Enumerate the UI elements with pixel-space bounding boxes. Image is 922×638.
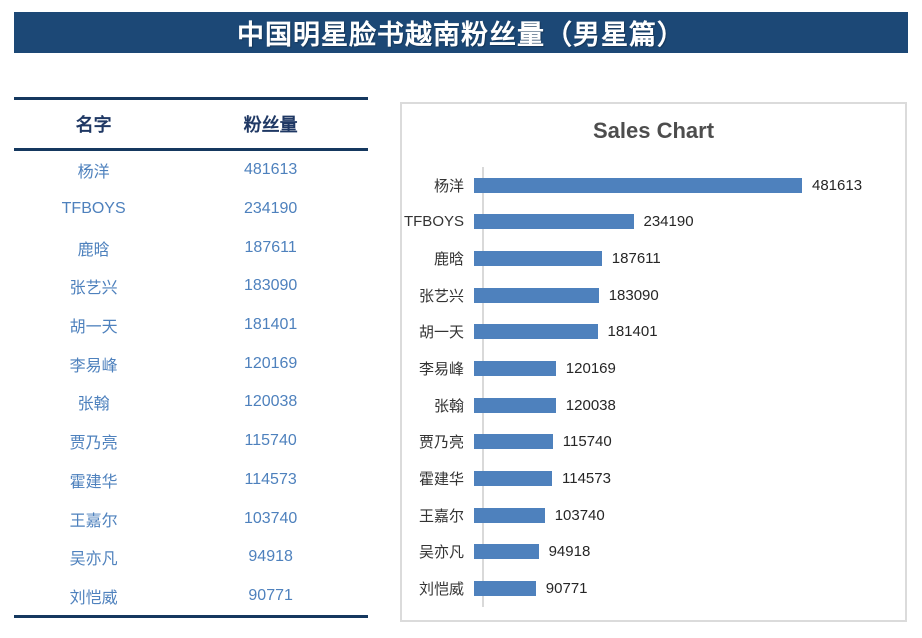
bar-category-label: 吴亦凡 [418, 544, 464, 562]
fan-count: 114573 [244, 470, 297, 488]
chart-bar-row: 吴亦凡 94918 [402, 534, 905, 571]
sales-chart-panel: Sales Chart 杨洋 481613 TFBOYS 234190 鹿晗 1… [400, 102, 907, 622]
celebrity-name: 胡一天 [69, 319, 118, 337]
table-row: 李易峰 120169 [14, 344, 368, 383]
bar-value-label: 114573 [562, 470, 611, 488]
chart-bar-row: 贾乃亮 115740 [402, 424, 905, 461]
chart-bar-row: 张艺兴 183090 [402, 277, 905, 314]
bar-category-label: 张艺兴 [418, 287, 464, 305]
chart-y-axis-line [482, 167, 484, 607]
bar [474, 397, 556, 413]
bar [474, 544, 539, 560]
bar-value-label: 183090 [608, 286, 659, 304]
bar [474, 434, 553, 450]
celebrity-name: 张艺兴 [69, 280, 118, 298]
table-row: 鹿晗 187611 [14, 228, 368, 267]
bar-category-label: 杨洋 [433, 177, 464, 195]
table-row: 杨洋 481613 [14, 151, 368, 190]
chart-bar-row: 张翰 120038 [402, 387, 905, 424]
bar [474, 324, 598, 340]
chart-bar-row: 刘恺威 90771 [402, 570, 905, 607]
celebrity-name: 霍建华 [69, 473, 118, 491]
bar-category-label: 李易峰 [418, 361, 464, 379]
bar-value-label: 115740 [562, 433, 612, 451]
celebrity-name: 李易峰 [69, 357, 118, 375]
celebrity-name: 杨洋 [77, 164, 110, 182]
chart-bar-row: 鹿晗 187611 [402, 240, 905, 277]
bar-value-label: 187611 [611, 250, 661, 268]
bar-category-label: 王嘉尔 [418, 507, 464, 525]
bar [474, 507, 545, 523]
bar [474, 251, 602, 267]
fan-count: 90771 [248, 586, 293, 604]
table-row: 张翰 120038 [14, 383, 368, 422]
bar-category-label: TFBOYS [403, 213, 464, 231]
fan-count: 94918 [248, 548, 293, 566]
bar-value-label: 234190 [643, 213, 694, 231]
fan-count: 120169 [243, 354, 298, 372]
celebrity-name: 贾乃亮 [69, 435, 118, 453]
bar [474, 177, 802, 193]
bar [474, 581, 536, 597]
bar [474, 287, 599, 303]
chart-bar-row: 王嘉尔 103740 [402, 497, 905, 534]
chart-bar-row: 霍建华 114573 [402, 460, 905, 497]
table-row: 霍建华 114573 [14, 461, 368, 500]
fan-count: 187611 [244, 238, 297, 256]
fan-count: 183090 [243, 277, 298, 295]
bar-category-label: 霍建华 [418, 471, 464, 489]
chart-rows: 杨洋 481613 TFBOYS 234190 鹿晗 187611 张艺兴 18… [402, 167, 905, 607]
bar-category-label: 刘恺威 [418, 581, 464, 599]
bar-value-label: 120169 [565, 360, 616, 378]
column-header-fans: 粉丝量 [243, 115, 298, 135]
table-row: 王嘉尔 103740 [14, 499, 368, 538]
celebrity-name: TFBOYS [61, 200, 126, 218]
celebrity-name: 王嘉尔 [69, 512, 118, 530]
table-row: 贾乃亮 115740 [14, 422, 368, 461]
fan-count: 103740 [243, 509, 298, 527]
table-header-row: 名字 粉丝量 [14, 100, 368, 151]
bar-category-label: 张翰 [433, 397, 464, 415]
chart-title: Sales Chart [592, 118, 715, 143]
chart-bar-row: 李易峰 120169 [402, 350, 905, 387]
page-title: 中国明星脸书越南粉丝量（男星篇） [237, 20, 685, 50]
table-row: 张艺兴 183090 [14, 267, 368, 306]
chart-plot-area: 杨洋 481613 TFBOYS 234190 鹿晗 187611 张艺兴 18… [402, 167, 905, 607]
celebrity-name: 吴亦凡 [69, 551, 118, 569]
celebrity-name: 张翰 [77, 396, 110, 414]
bar-value-label: 181401 [607, 323, 658, 341]
page-title-banner: 中国明星脸书越南粉丝量（男星篇） [14, 12, 908, 53]
bar [474, 361, 556, 377]
table-row: 吴亦凡 94918 [14, 538, 368, 577]
bar-category-label: 贾乃亮 [418, 434, 464, 452]
bar-category-label: 鹿晗 [433, 251, 464, 269]
fan-count: 181401 [243, 316, 298, 334]
bar-value-label: 103740 [554, 506, 605, 524]
chart-bar-row: 胡一天 181401 [402, 314, 905, 351]
fan-count: 234190 [243, 200, 298, 218]
fan-count: 115740 [244, 432, 297, 450]
fan-count: 481613 [243, 161, 298, 179]
bar-value-label: 94918 [548, 543, 591, 561]
bar-value-label: 120038 [565, 396, 616, 414]
celebrity-name: 鹿晗 [77, 241, 110, 259]
table-row: 刘恺威 90771 [14, 577, 368, 616]
bar-value-label: 481613 [812, 176, 863, 194]
table-body: 杨洋 481613 TFBOYS 234190 鹿晗 187611 张艺兴 18… [14, 151, 368, 615]
bar [474, 471, 552, 487]
chart-bar-row: TFBOYS 234190 [402, 204, 905, 241]
chart-bar-row: 杨洋 481613 [402, 167, 905, 204]
fans-table: 名字 粉丝量 杨洋 481613 TFBOYS 234190 鹿晗 187611… [14, 97, 368, 619]
column-header-name: 名字 [75, 115, 112, 135]
bar-category-label: 胡一天 [418, 324, 464, 342]
bar [474, 214, 634, 230]
celebrity-name: 刘恺威 [69, 589, 118, 607]
table-row: TFBOYS 234190 [14, 190, 368, 229]
fan-count: 120038 [243, 393, 298, 411]
bar-value-label: 90771 [545, 580, 588, 598]
table-row: 胡一天 181401 [14, 306, 368, 345]
